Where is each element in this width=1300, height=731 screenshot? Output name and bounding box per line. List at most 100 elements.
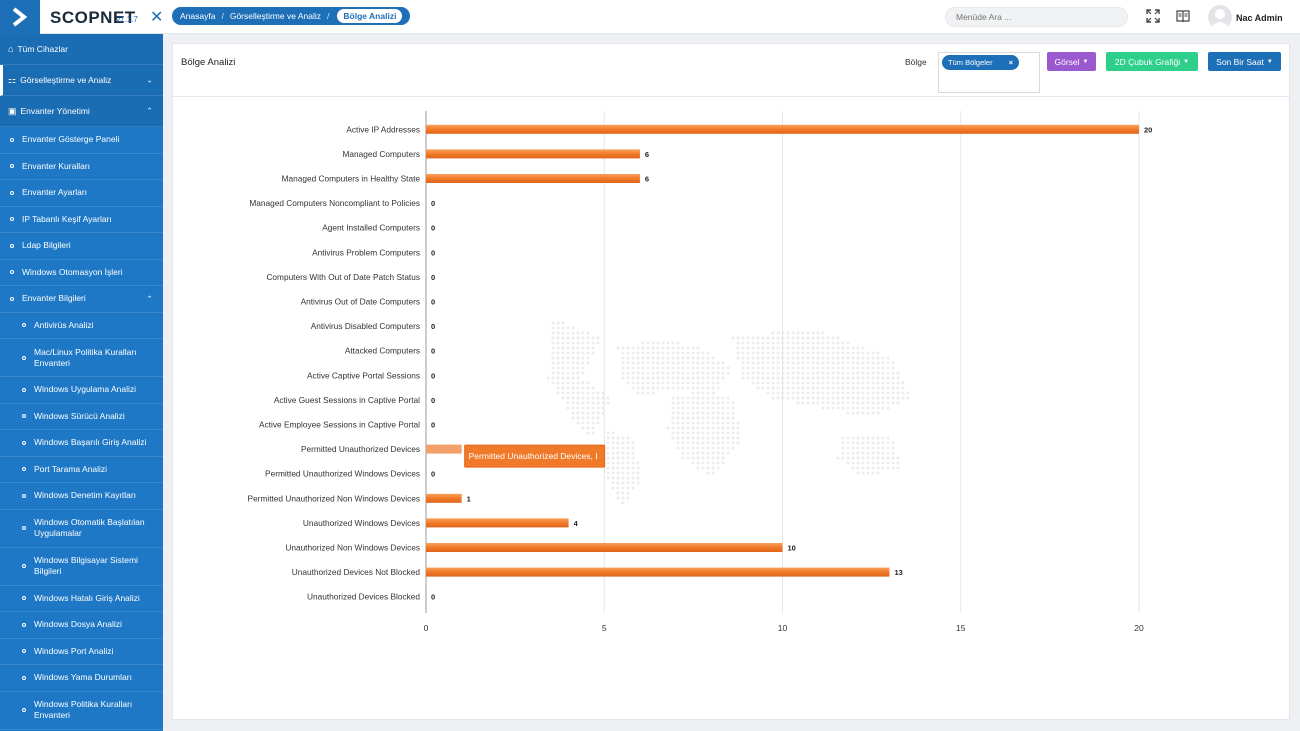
map-dot bbox=[871, 356, 875, 360]
map-dot bbox=[856, 401, 860, 405]
sidebar-item-mac-linux-policy[interactable]: Mac/Linux Politika Kuralları Envanteri bbox=[0, 339, 163, 377]
bar-value-label: 0 bbox=[431, 371, 435, 380]
bar-value-label: 0 bbox=[431, 199, 435, 208]
map-dot bbox=[831, 401, 835, 405]
map-dot bbox=[641, 376, 645, 380]
sidebar-item-windows-audit[interactable]: Windows Denetim Kayıtları bbox=[0, 483, 163, 510]
map-dot bbox=[716, 456, 720, 460]
map-dot bbox=[721, 451, 725, 455]
sidebar-item-inventory-dashboard[interactable]: Envanter Gösterge Paneli bbox=[0, 127, 163, 154]
map-dot bbox=[676, 381, 680, 385]
sidebar-item-ip-discovery[interactable]: IP Tabanlı Keşif Ayarları bbox=[0, 207, 163, 233]
map-dot bbox=[716, 421, 720, 425]
time-range-dropdown-button[interactable]: Son Bir Saat ▼ bbox=[1208, 52, 1281, 71]
map-dot bbox=[716, 386, 720, 390]
map-dot bbox=[626, 436, 630, 440]
map-dot bbox=[716, 401, 720, 405]
sidebar-item-windows-files[interactable]: Windows Dosya Analizi bbox=[0, 612, 163, 639]
map-dot bbox=[686, 446, 690, 450]
map-dot bbox=[681, 381, 685, 385]
map-dot bbox=[751, 381, 755, 385]
remove-tag-icon[interactable]: × bbox=[1008, 58, 1013, 67]
map-dot bbox=[676, 416, 680, 420]
map-dot bbox=[636, 346, 640, 350]
map-dot bbox=[821, 361, 825, 365]
sidebar-item-all-devices[interactable]: ⌂ Tüm Cihazlar bbox=[0, 34, 163, 65]
map-dot bbox=[681, 351, 685, 355]
sidebar-item-inventory-rules[interactable]: Envanter Kuralları bbox=[0, 154, 163, 180]
map-dot bbox=[751, 346, 755, 350]
sidebar-item-label: Windows Otomasyon İşleri bbox=[22, 266, 123, 277]
map-dot bbox=[671, 436, 675, 440]
map-dot bbox=[691, 371, 695, 375]
bullet-icon bbox=[22, 323, 26, 328]
sidebar-item-windows-system-info[interactable]: Windows Bilgisayar Sistemi Bilgileri bbox=[0, 548, 163, 586]
map-dot bbox=[901, 386, 905, 390]
map-dot bbox=[716, 451, 720, 455]
map-dot bbox=[856, 411, 860, 415]
map-dot bbox=[616, 446, 620, 450]
sidebar-item-windows-success-login[interactable]: Windows Başarılı Giriş Analizi bbox=[0, 430, 163, 457]
map-dot bbox=[556, 371, 560, 375]
fullscreen-icon[interactable] bbox=[1146, 9, 1160, 23]
map-dot bbox=[651, 391, 655, 395]
sidebar-item-windows-policy[interactable]: Windows Politika Kuralları Envanteri bbox=[0, 692, 163, 730]
sidebar-item-inventory-settings[interactable]: Envanter Ayarları bbox=[0, 180, 163, 207]
map-dot bbox=[571, 361, 575, 365]
map-dot bbox=[871, 406, 875, 410]
sidebar-item-inventory[interactable]: ▣ Envanter Yönetimi ⌃ bbox=[0, 96, 163, 127]
sidebar-item-windows-autostart[interactable]: Windows Otomatik Başlatılan Uygulamalar bbox=[0, 510, 163, 548]
sidebar-item-ldap[interactable]: Ldap Bilgileri bbox=[0, 233, 163, 260]
map-dot bbox=[676, 341, 680, 345]
menu-search-input[interactable] bbox=[945, 7, 1128, 27]
map-dot bbox=[576, 391, 580, 395]
map-dot bbox=[701, 371, 705, 375]
map-dot bbox=[651, 361, 655, 365]
map-dot bbox=[621, 366, 625, 370]
sidebar-item-inventory-info[interactable]: Envanter Bilgileri ⌃ bbox=[0, 286, 163, 313]
map-dot bbox=[721, 396, 725, 400]
bar-value-label: 0 bbox=[431, 470, 435, 479]
map-dot bbox=[821, 376, 825, 380]
map-dot bbox=[606, 396, 610, 400]
map-dot bbox=[641, 361, 645, 365]
chart-type-dropdown-button[interactable]: 2D Çubuk Grafiği ▼ bbox=[1106, 52, 1198, 71]
sidebar-item-visualization[interactable]: ⚏ Görselleştirme ve Analiz ⌄ bbox=[0, 65, 163, 96]
map-dot bbox=[841, 401, 845, 405]
avatar[interactable] bbox=[1208, 5, 1232, 29]
sidebar-item-windows-failed-login[interactable]: Windows Hatalı Giriş Analizi bbox=[0, 586, 163, 612]
sidebar-item-label: Windows Yama Durumları bbox=[34, 672, 132, 683]
sidebar-item-windows-drivers[interactable]: Windows Sürücü Analizi bbox=[0, 404, 163, 430]
sidebar-item-windows-automation[interactable]: Windows Otomasyon İşleri bbox=[0, 260, 163, 286]
sidebar-item-windows-ports[interactable]: Windows Port Analizi bbox=[0, 639, 163, 665]
map-dot bbox=[821, 386, 825, 390]
user-name[interactable]: Nac Admin bbox=[1236, 13, 1283, 23]
map-dot bbox=[831, 371, 835, 375]
breadcrumb-visualization[interactable]: Görselleştirme ve Analiz bbox=[229, 11, 321, 21]
map-dot bbox=[761, 336, 765, 340]
region-select[interactable]: Tüm Bölgeler × bbox=[938, 52, 1040, 93]
visual-dropdown-button[interactable]: Görsel ▼ bbox=[1047, 52, 1096, 71]
sidebar-item-label: Windows Dosya Analizi bbox=[34, 619, 122, 630]
breadcrumb-home[interactable]: Anasayfa bbox=[180, 11, 216, 21]
map-dot bbox=[671, 381, 675, 385]
map-dot bbox=[726, 371, 730, 375]
map-dot bbox=[711, 456, 715, 460]
sidebar-item-antivirus[interactable]: Antivirüs Analizi bbox=[0, 313, 163, 339]
map-dot bbox=[711, 366, 715, 370]
bullet-icon bbox=[22, 440, 26, 445]
book-icon[interactable] bbox=[1176, 9, 1190, 23]
region-tag[interactable]: Tüm Bölgeler × bbox=[942, 55, 1019, 70]
map-dot bbox=[801, 336, 805, 340]
sidebar-item-windows-apps[interactable]: Windows Uygulama Analizi bbox=[0, 377, 163, 404]
map-dot bbox=[666, 426, 670, 430]
close-menu-icon[interactable]: ✕ bbox=[150, 9, 164, 26]
sidebar-item-windows-patches[interactable]: Windows Yama Durumları bbox=[0, 665, 163, 692]
map-dot bbox=[721, 406, 725, 410]
breadcrumb: Anasayfa / Görselleştirme ve Analiz / Bö… bbox=[172, 7, 411, 25]
map-dot bbox=[786, 366, 790, 370]
logo-icon[interactable] bbox=[0, 0, 40, 34]
map-dot bbox=[726, 401, 730, 405]
sidebar-item-port-scan[interactable]: Port Tarama Analizi bbox=[0, 457, 163, 483]
x-tick-label: 15 bbox=[956, 623, 966, 633]
